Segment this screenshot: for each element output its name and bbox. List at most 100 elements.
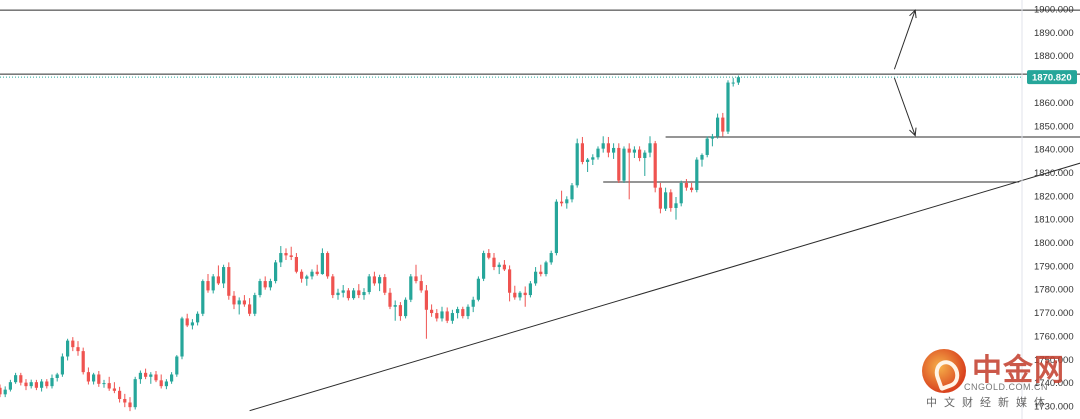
last-price-tag: 1870.820 <box>1027 70 1077 85</box>
candle <box>482 250 486 282</box>
candle-body <box>201 281 205 314</box>
candle-body <box>242 300 246 305</box>
candle <box>513 285 517 300</box>
candle-body <box>658 187 662 209</box>
candle <box>3 386 7 398</box>
candle <box>591 154 595 165</box>
candle-body <box>3 389 7 395</box>
candle <box>50 374 54 389</box>
candle <box>211 274 215 294</box>
candle-body <box>482 253 486 279</box>
candle <box>123 393 127 408</box>
candle-body <box>92 374 96 382</box>
candle <box>19 372 23 386</box>
candle <box>341 285 345 298</box>
candle-body <box>159 380 163 387</box>
candle <box>227 262 231 300</box>
candle <box>0 384 2 398</box>
candle-body <box>388 292 392 307</box>
candle-body <box>643 152 647 158</box>
y-tick-label: 1820.000 <box>1034 191 1074 202</box>
candle-body <box>674 203 678 208</box>
drawing-lines <box>0 9 1080 412</box>
candle-body <box>294 257 298 272</box>
candle-body <box>81 351 85 373</box>
candle <box>560 190 564 207</box>
candle <box>76 341 80 356</box>
candle <box>601 136 605 153</box>
candle <box>320 248 324 275</box>
candle-body <box>8 382 12 390</box>
candle-body <box>378 277 382 284</box>
candle <box>710 133 714 147</box>
candle <box>45 379 49 389</box>
candle <box>570 182 574 203</box>
candle <box>107 376 111 391</box>
candle-body <box>175 356 179 375</box>
candle <box>492 253 496 271</box>
candle-body <box>710 136 714 139</box>
candle-body <box>357 290 361 296</box>
candle <box>716 113 720 139</box>
candle-body <box>50 377 54 387</box>
candle-body <box>445 311 449 321</box>
candle-body <box>731 82 735 84</box>
candle-body <box>461 309 465 317</box>
candle <box>118 386 122 403</box>
candle-body <box>284 253 288 256</box>
candle-body <box>164 381 168 387</box>
candle-body <box>372 276 376 284</box>
candle-body <box>24 382 28 387</box>
y-tick-label: 1890.000 <box>1034 28 1074 39</box>
candle <box>586 157 590 173</box>
candle <box>216 265 220 286</box>
y-tick-label: 1830.000 <box>1034 168 1074 179</box>
candles <box>0 75 740 412</box>
y-tick-label: 1760.000 <box>1034 331 1074 342</box>
candle-body <box>518 292 522 298</box>
candle-body <box>471 299 475 307</box>
candle-body <box>86 372 90 382</box>
candle-body <box>29 382 33 387</box>
candle-body <box>466 306 470 317</box>
candle-body <box>580 143 584 162</box>
y-tick-label: 1730.000 <box>1034 402 1074 413</box>
candle-body <box>456 309 460 314</box>
logo-text-cn: 中金网 <box>972 353 1065 388</box>
candle-body <box>118 390 122 399</box>
candle-body <box>232 295 236 305</box>
candle <box>159 374 163 389</box>
candle-body <box>107 383 111 389</box>
candle <box>466 304 470 320</box>
candle <box>97 370 101 387</box>
candle <box>414 264 418 284</box>
candle-body <box>627 148 631 153</box>
candle-body <box>450 313 454 321</box>
y-tick-label: 1800.000 <box>1034 238 1074 249</box>
candle <box>253 292 257 317</box>
candle-body <box>367 276 371 293</box>
candle-body <box>19 375 23 383</box>
candle <box>518 291 522 301</box>
candle <box>289 246 293 261</box>
candle <box>8 379 12 392</box>
candle-body <box>274 262 278 282</box>
candle-body <box>154 374 158 381</box>
candle <box>66 338 70 361</box>
candle-body <box>237 300 241 305</box>
candle-body <box>76 347 80 352</box>
candle <box>617 143 621 183</box>
candle <box>263 276 267 290</box>
candle-body <box>320 253 324 275</box>
candle-body <box>622 148 626 181</box>
candle-body <box>248 304 252 314</box>
arrow-0 <box>893 9 917 70</box>
candle <box>596 146 600 160</box>
candle-body <box>502 264 506 270</box>
candle-body <box>679 182 683 204</box>
candle <box>674 196 678 220</box>
candle <box>274 260 278 284</box>
candle <box>534 267 538 286</box>
candle <box>14 372 18 384</box>
